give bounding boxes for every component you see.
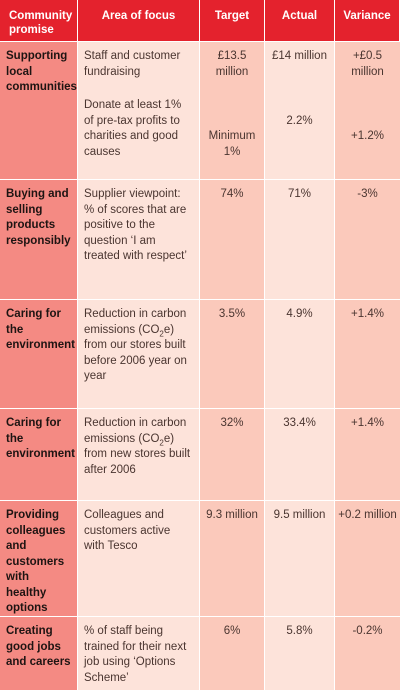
header-variance: Variance bbox=[335, 0, 400, 42]
actual-cell: 9.5 million bbox=[265, 501, 335, 617]
target-cell: 9.3 million bbox=[200, 501, 265, 617]
actual-cell: 71% bbox=[265, 180, 335, 300]
promise-cell: Creating good jobs and careers bbox=[0, 617, 78, 690]
promise-cell: Caring for the environment bbox=[0, 300, 78, 409]
focus-cell: Staff and customer fundraising Donate at… bbox=[78, 42, 200, 180]
header-area-of-focus: Area of focus bbox=[78, 0, 200, 42]
variance-cell: -3% bbox=[335, 180, 400, 300]
focus-text-subscript: 2 bbox=[159, 328, 164, 338]
focus-cell: Colleagues and customers active with Tes… bbox=[78, 501, 200, 617]
actual-cell: 5.8% bbox=[265, 617, 335, 690]
focus-text-pre: Reduction in carbon emissions (CO bbox=[84, 308, 187, 336]
target-cell: £13.5 million Minimum 1% bbox=[200, 42, 265, 180]
variance-cell: +1.4% bbox=[335, 409, 400, 501]
promise-cell: Providing colleagues and customers with … bbox=[0, 501, 78, 617]
variance-cell: +£0.5 million +1.2% bbox=[335, 42, 400, 180]
focus-cell: Supplier viewpoint: % of scores that are… bbox=[78, 180, 200, 300]
header-target: Target bbox=[200, 0, 265, 42]
focus-cell: % of staff being trained for their next … bbox=[78, 617, 200, 690]
target-cell: 74% bbox=[200, 180, 265, 300]
actual-value: £14 million bbox=[272, 50, 327, 62]
focus-text-pre: Reduction in carbon emissions (CO bbox=[84, 417, 187, 445]
focus-text-subscript: 2 bbox=[159, 437, 164, 447]
focus-cell: Reduction in carbon emissions (CO2e) fro… bbox=[78, 409, 200, 501]
target-cell: 6% bbox=[200, 617, 265, 690]
focus-cell: Reduction in carbon emissions (CO2e) fro… bbox=[78, 300, 200, 409]
focus-text-post: e) from new stores built after 2006 bbox=[84, 432, 191, 476]
focus-text-post: e) from our stores built before 2006 yea… bbox=[84, 323, 187, 383]
variance-cell: +0.2 million bbox=[335, 501, 400, 617]
target-cell: 3.5% bbox=[200, 300, 265, 409]
actual-value: 2.2% bbox=[286, 114, 313, 127]
variance-cell: +1.4% bbox=[335, 300, 400, 409]
focus-text: Donate at least 1% of pre-tax profits to… bbox=[84, 99, 182, 158]
focus-text: Staff and customer fundraising bbox=[84, 50, 181, 78]
target-value: £13.5 million bbox=[215, 50, 249, 78]
variance-cell: -0.2% bbox=[335, 617, 400, 690]
promise-cell: Supporting local communities bbox=[0, 42, 78, 180]
variance-value: +£0.5 million bbox=[351, 50, 384, 78]
actual-cell: 4.9% bbox=[265, 300, 335, 409]
actual-cell: £14 million 2.2% bbox=[265, 42, 335, 180]
promise-cell: Caring for the environment bbox=[0, 409, 78, 501]
actual-cell: 33.4% bbox=[265, 409, 335, 501]
variance-value: +1.2% bbox=[351, 130, 384, 142]
promise-cell: Buying and selling products responsibly bbox=[0, 180, 78, 300]
target-cell: 32% bbox=[200, 409, 265, 501]
target-value: Minimum 1% bbox=[208, 130, 256, 158]
header-community-promise: Community promise bbox=[0, 0, 78, 42]
header-actual: Actual bbox=[265, 0, 335, 42]
